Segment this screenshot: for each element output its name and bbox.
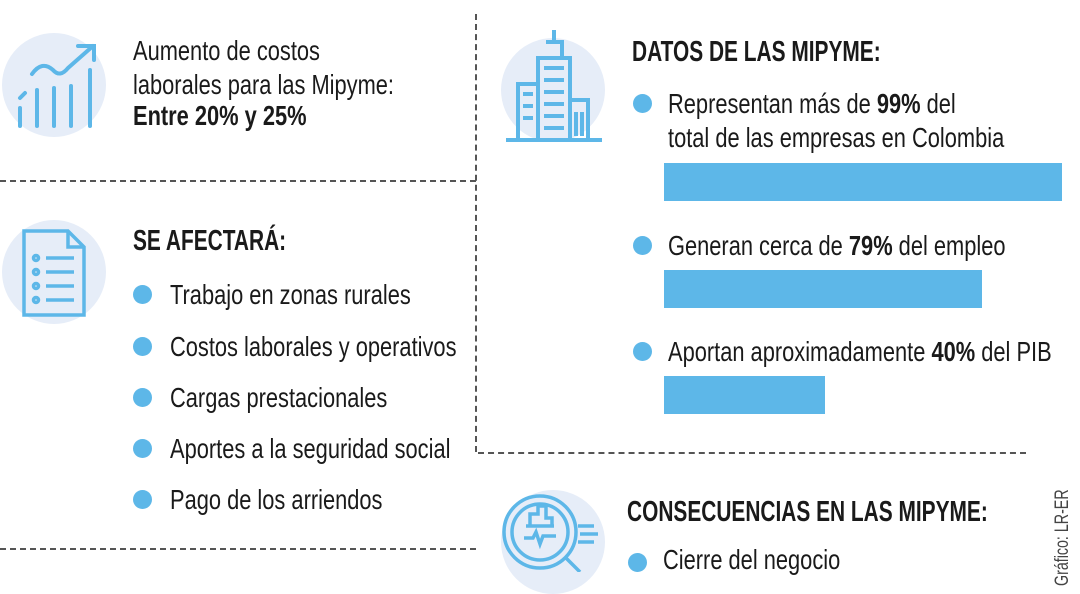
affected-item: Trabajo en zonas rurales xyxy=(170,279,411,310)
bullet xyxy=(628,553,647,572)
bullet xyxy=(133,337,152,356)
cost-line-1: Aumento de costos xyxy=(133,35,320,66)
data-title: DATOS DE LAS MIPYME: xyxy=(632,36,881,68)
document-list-icon xyxy=(22,229,86,317)
data-item-3: Aportan aproximadamente 40% del PIB xyxy=(668,336,1052,367)
bar-40-percent xyxy=(664,376,825,414)
divider xyxy=(0,548,476,550)
cost-value: Entre 20% y 25% xyxy=(133,100,307,131)
growth-chart-icon xyxy=(18,44,96,128)
bar-99-percent xyxy=(664,163,1062,201)
affected-item: Aportes a la seguridad social xyxy=(170,433,451,464)
bullet xyxy=(133,490,152,509)
affected-title: SE AFECTARÁ: xyxy=(133,225,287,257)
consequence-item: Cierre del negocio xyxy=(663,544,841,575)
divider xyxy=(0,180,476,182)
bullet xyxy=(133,285,152,304)
affected-item: Costos laborales y operativos xyxy=(170,331,457,362)
bullet xyxy=(133,388,152,407)
divider xyxy=(478,452,1026,454)
consequences-title: CONSECUENCIAS EN LAS MIPYME: xyxy=(627,496,988,528)
vertical-divider xyxy=(475,14,477,452)
bullet xyxy=(133,439,152,458)
data-item-2: Generan cerca de 79% del empleo xyxy=(668,230,1006,261)
bullet xyxy=(633,94,652,113)
bullet xyxy=(633,342,652,361)
data-item-1-line2: total de las empresas en Colombia xyxy=(668,122,1005,153)
magnifier-analytics-icon xyxy=(502,494,598,572)
cost-line-2: laborales para las Mipyme: xyxy=(133,69,394,100)
affected-item: Pago de los arriendos xyxy=(170,484,383,515)
affected-item: Cargas prestacionales xyxy=(170,382,388,413)
data-item-1: Representan más de 99% del xyxy=(668,88,956,119)
bar-79-percent xyxy=(664,270,982,308)
buildings-icon xyxy=(506,30,602,142)
bullet xyxy=(633,236,652,255)
